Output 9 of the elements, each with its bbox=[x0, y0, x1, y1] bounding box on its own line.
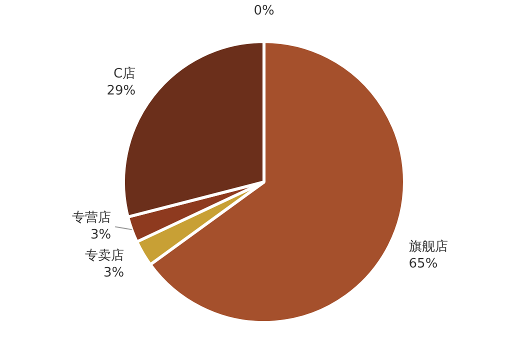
data-label: 65% bbox=[408, 256, 438, 272]
data-label: 3% bbox=[90, 228, 112, 243]
data-label: 29% bbox=[106, 83, 136, 98]
slice-label: 专卖店 bbox=[85, 248, 124, 264]
slice-label: 专营店 bbox=[72, 210, 112, 226]
slice-label: 旗舰店 bbox=[408, 238, 448, 255]
data-label: 3% bbox=[104, 266, 124, 281]
slice-label: C店 bbox=[114, 65, 136, 82]
text: 0% bbox=[254, 3, 274, 18]
